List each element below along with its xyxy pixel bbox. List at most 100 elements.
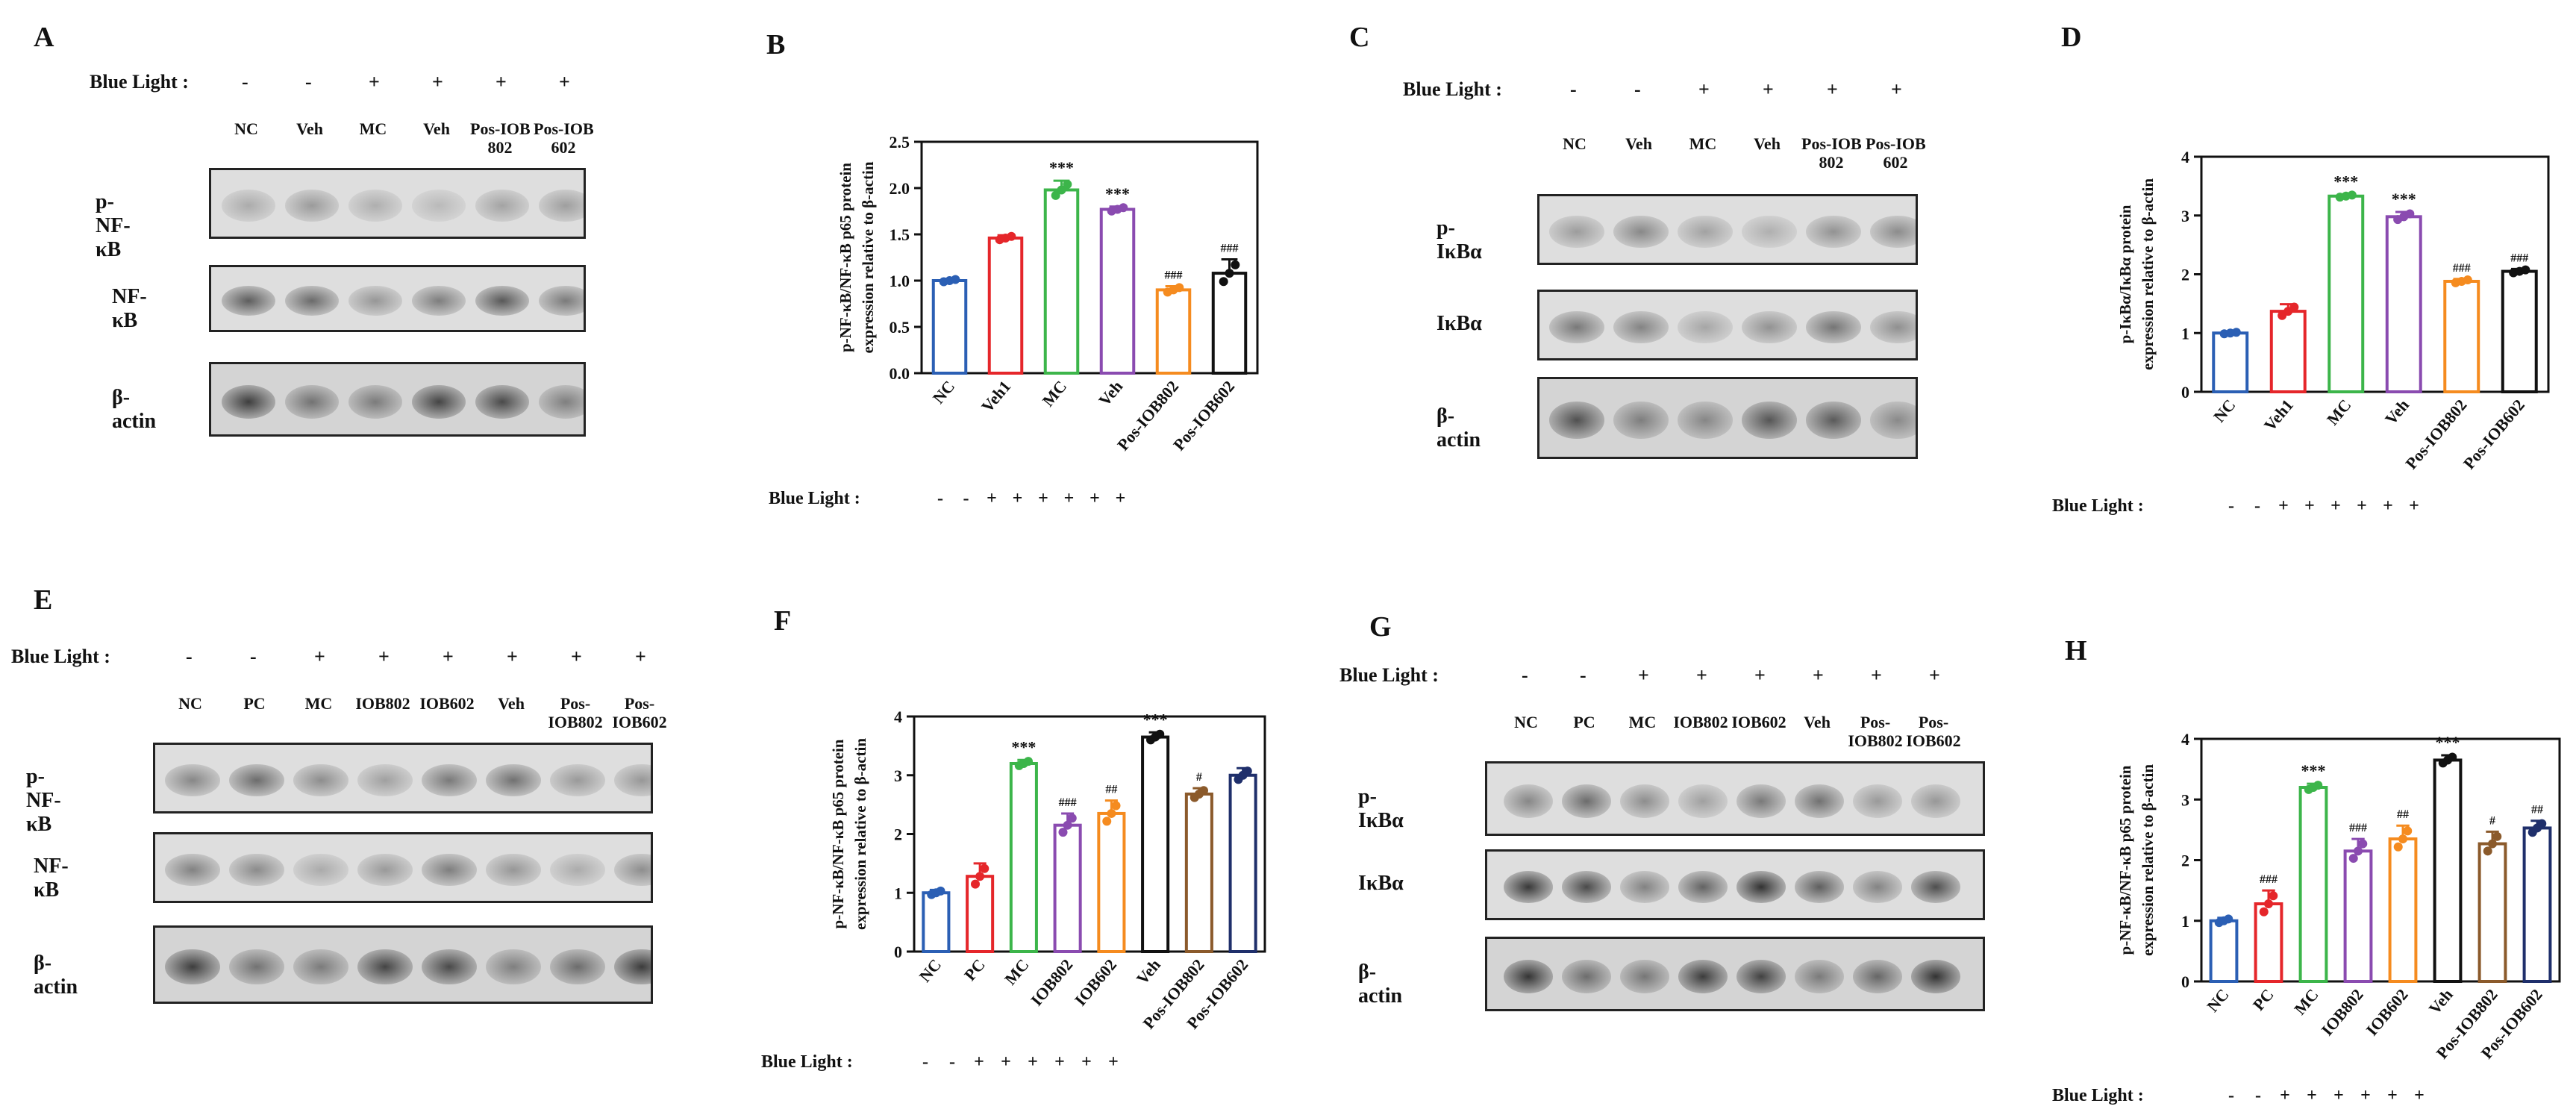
data-point (1063, 820, 1072, 830)
data-point (2463, 275, 2472, 285)
blot-band (1613, 216, 1669, 248)
bar-chart-b: 0.0 0.5 1.0 1.5 2.0 2.5 p-NF-κB/NF-κB p65 prot… (769, 133, 1259, 508)
bar (2433, 758, 2463, 983)
blue-light-sign: - (186, 646, 193, 667)
data-point (1102, 816, 1112, 826)
blue-light-sign: + (2333, 1086, 2344, 1105)
blot-band (475, 190, 530, 222)
blue-light-sign: + (432, 71, 443, 93)
blue-light-label: Blue Light : (2052, 496, 2144, 516)
blot-strip (1485, 937, 1985, 1011)
data-point (1057, 185, 1066, 195)
y-axis-label: p-NF-κB/NF-κB p65 protein (837, 163, 854, 352)
blot-band (1678, 311, 1733, 343)
lane-label: NC (234, 119, 258, 138)
data-point (2521, 265, 2530, 275)
y-axis-label: p-NF-κB/NF-κB p65 protein (829, 739, 847, 928)
blot-row-label: p-IκBα (1437, 216, 1482, 263)
blue-light-label: Blue Light : (761, 1052, 853, 1072)
blot-band (486, 949, 541, 985)
data-point (1058, 828, 1068, 837)
blue-light-sign: + (1081, 1052, 1092, 1072)
lane-label: Veh (296, 119, 323, 138)
x-tick-label: IOB602 (2363, 985, 2412, 1039)
blue-light-sign: + (378, 646, 390, 667)
blot-band (1742, 311, 1797, 343)
blot-band (614, 764, 651, 796)
blot-band (422, 854, 477, 886)
lane-label: Veh (498, 694, 525, 713)
blue-light-sign: - (1580, 664, 1586, 686)
bar (2443, 279, 2480, 393)
significance-mark: # (2489, 814, 2495, 827)
blot-band (538, 384, 584, 419)
data-point (2231, 328, 2241, 337)
significance-mark: *** (1011, 737, 1036, 756)
blot-band (1736, 871, 1786, 903)
blue-light-sign: + (1108, 1052, 1119, 1072)
significance-mark: *** (1143, 710, 1168, 728)
blot-band (550, 949, 605, 985)
y-tick-label: 0 (2181, 383, 2189, 402)
data-point (2269, 891, 2278, 901)
significance-mark: ### (2260, 873, 2278, 886)
x-tick-label: IOB802 (1027, 955, 1076, 1009)
significance-mark: ### (2510, 252, 2528, 264)
blot-row-label: β-actin (34, 951, 78, 999)
blot-row-label: p-IκBα (1358, 785, 1404, 832)
blot-row-label: β-actin (112, 386, 157, 433)
data-point (2313, 781, 2323, 790)
bar (2477, 842, 2507, 983)
y-axis-label: p-NF-κB/NF-κB p65 protein (2116, 765, 2134, 955)
x-tick-label: Veh (2381, 396, 2413, 428)
data-point (980, 864, 990, 873)
data-point (1199, 786, 1209, 796)
significance-mark: *** (2301, 761, 2326, 780)
blue-light-sign: - (1634, 78, 1641, 100)
blot-row-label: β-actin (1437, 405, 1481, 452)
lane-label: Pos-IOB 802 (470, 119, 531, 157)
data-point (1119, 203, 1128, 213)
blot-strip (1537, 194, 1918, 265)
y-axis-label: expression relative to β-actin (2139, 764, 2157, 956)
blot-row-label: IκBα (1358, 871, 1404, 895)
data-point (951, 275, 960, 284)
lane-label: Veh (1754, 134, 1781, 153)
blot-band (165, 764, 220, 796)
blot-band (357, 764, 413, 796)
lane-label: NC (1514, 713, 1538, 731)
data-point (2224, 914, 2233, 924)
blot-band (1561, 959, 1612, 993)
panel-label-e: E (34, 584, 53, 616)
significance-mark: ## (2531, 804, 2543, 816)
y-tick-label: 1 (2181, 324, 2189, 343)
y-tick-label: 1 (2181, 912, 2189, 931)
significance-mark: ## (1105, 784, 1117, 796)
x-tick-label: NC (2203, 985, 2233, 1015)
y-tick-label: 3 (2181, 790, 2189, 809)
blue-light-sign: - (2228, 496, 2234, 516)
data-point (1051, 190, 1060, 200)
bar (2388, 837, 2418, 983)
blot-band (221, 285, 276, 316)
panel-label-g: G (1369, 611, 1392, 643)
data-point (2405, 209, 2415, 219)
blue-light-sign: + (1698, 78, 1710, 100)
blot-band (1852, 959, 1903, 993)
data-point (1175, 283, 1184, 293)
x-tick-label: MC (2290, 985, 2322, 1018)
blue-light-sign: + (2409, 496, 2419, 516)
blot-band (1549, 311, 1604, 343)
x-tick-label: PC (960, 955, 989, 984)
blue-light-sign: - (2228, 1086, 2234, 1105)
data-point (2483, 846, 2492, 856)
blot-band (475, 285, 530, 316)
y-tick-label: 2 (2181, 266, 2189, 284)
blot-band (1503, 871, 1554, 903)
y-tick-label: 0 (2181, 972, 2189, 991)
bar (1097, 811, 1126, 953)
panel-label-f: F (774, 605, 792, 637)
blot-band (1742, 402, 1797, 439)
blue-light-sign: + (443, 646, 454, 667)
blue-light-sign: + (2387, 1086, 2398, 1105)
